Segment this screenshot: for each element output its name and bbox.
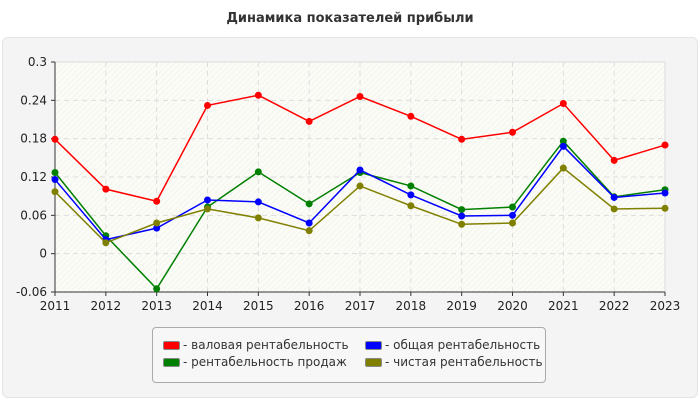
data-point [661,189,669,197]
x-tick-label: 2013 [141,299,172,313]
data-point [559,100,567,108]
data-point [610,156,618,164]
data-point [102,185,110,193]
x-tick-label: 2022 [599,299,630,313]
data-point [254,91,262,99]
data-point [51,169,59,177]
data-point [153,197,161,205]
legend-swatch [365,357,382,367]
data-point [559,137,567,145]
data-point [407,202,415,210]
data-point [458,135,466,143]
data-point [407,112,415,120]
y-tick-label: 0 [39,247,47,261]
x-tick-label: 2021 [548,299,579,313]
data-point [407,182,415,190]
data-point [610,205,618,213]
y-tick-label: 0.3 [28,55,47,69]
x-tick-label: 2014 [192,299,223,313]
data-point [153,219,161,227]
data-point [559,142,567,150]
y-tick-label: 0.12 [20,170,47,184]
y-tick-label: 0.06 [20,208,47,222]
data-point [204,101,211,109]
data-point [559,164,567,172]
data-point [305,200,313,208]
legend-swatch [365,340,382,350]
data-point [509,219,516,227]
data-point [458,212,466,220]
x-tick-label: 2011 [40,299,71,313]
x-tick-label: 2015 [243,299,274,313]
chart-title: Динамика показателей прибыли [226,11,474,26]
data-point [204,196,211,204]
data-point [51,188,59,196]
data-point [51,135,59,143]
x-tick-label: 2020 [497,299,528,313]
x-tick-label: 2023 [650,299,681,313]
x-tick-label: 2012 [91,299,122,313]
data-point [153,224,161,232]
data-point [610,193,618,201]
data-point [153,285,161,293]
legend: валовая рентабельность общая рентабельно… [152,327,546,383]
data-point [661,141,669,149]
legend-item-sales: рентабельность продаж [163,355,347,369]
data-point [254,198,262,206]
data-point [254,214,262,222]
legend-label: рентабельность продаж [183,355,347,369]
data-point [509,211,516,219]
data-point [305,117,313,125]
y-tick-label: 0.24 [20,93,47,107]
data-point [458,206,466,214]
data-point [356,182,364,190]
x-tick-label: 2016 [294,299,325,313]
data-point [458,220,466,228]
legend-item-gross: валовая рентабельность [163,338,349,352]
x-tick-label: 2017 [345,299,376,313]
data-point [51,176,59,184]
legend-item-net: чистая рентабельность [365,355,543,369]
x-tick-label: 2018 [396,299,427,313]
data-point [204,205,211,213]
x-tick-label: 2019 [446,299,477,313]
data-point [661,204,669,212]
y-tick-label: -0.06 [16,285,47,299]
data-point [509,128,516,136]
data-point [356,93,364,100]
legend-label: валовая рентабельность [183,338,348,352]
data-point [509,203,516,211]
legend-label: чистая рентабельность [385,355,542,369]
data-point [407,191,415,199]
data-point [254,168,262,176]
legend-swatch [163,357,180,367]
legend-swatch [163,340,180,350]
y-tick-label: 0.18 [20,132,47,146]
data-point [102,239,110,247]
legend-item-total: общая рентабельность [365,338,540,352]
legend-label: общая рентабельность [385,338,540,352]
data-point [305,227,313,235]
data-point [356,166,364,174]
data-point [305,219,313,227]
